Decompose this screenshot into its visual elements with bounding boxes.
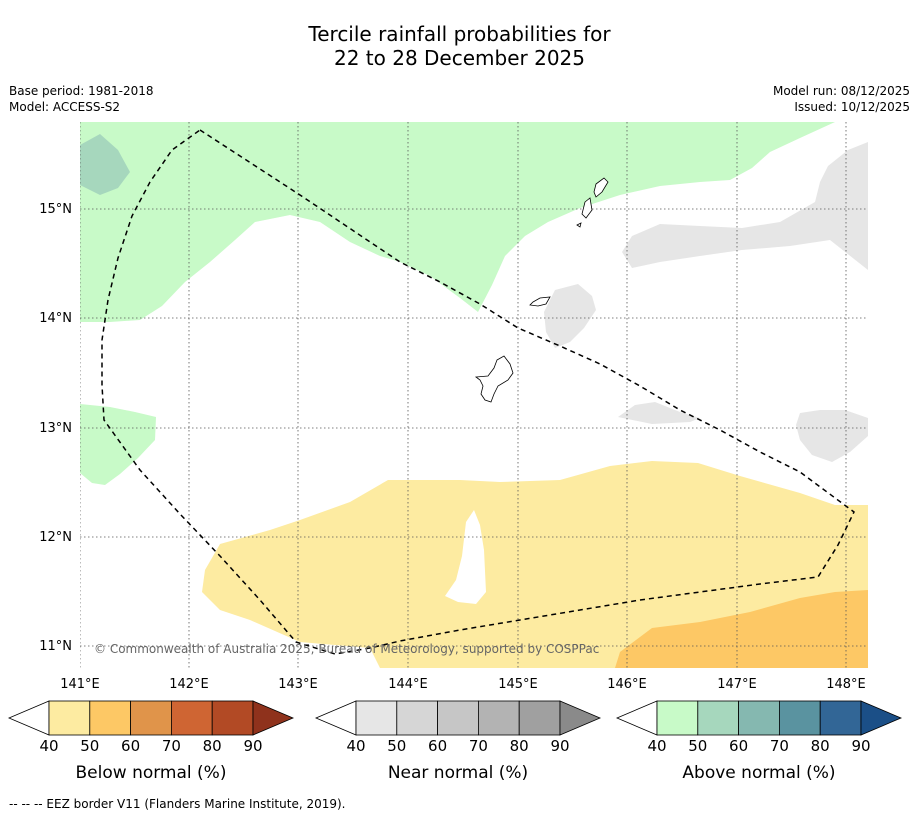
- legend-extend-low: [7, 700, 50, 736]
- lon-label: 143°E: [278, 677, 318, 692]
- base-period: Base period: 1981-2018: [9, 84, 154, 98]
- latitude-labels: 15°N 14°N 13°N 12°N 11°N: [39, 202, 72, 654]
- legend-extend-high: [559, 700, 602, 736]
- legend-tick-label: 50: [80, 737, 99, 755]
- legend-caption: Above normal (%): [682, 763, 835, 783]
- islands: [474, 177, 609, 403]
- legend-tick-label: 40: [39, 737, 58, 755]
- legend-color-box: [170, 700, 213, 736]
- legend-color-box: [738, 700, 780, 736]
- legend-tick-label: 90: [243, 737, 262, 755]
- above-normal-region-west: [80, 404, 156, 485]
- copyright-text: © Commonwealth of Australia 2025, Bureau…: [94, 642, 599, 656]
- legend-extend-low: [314, 700, 357, 736]
- near-normal-region-ne: [622, 142, 868, 270]
- legend-tick-label: 90: [851, 737, 870, 755]
- above-normal-region-north: [80, 122, 835, 322]
- lat-label: 15°N: [39, 202, 72, 217]
- legend-tick-label: 80: [203, 737, 222, 755]
- below-normal-patch-50: [615, 590, 868, 668]
- legend-color-box: [656, 700, 699, 736]
- lon-label: 144°E: [388, 677, 428, 692]
- lon-label: 148°E: [826, 677, 866, 692]
- legend-tick-label: 40: [647, 737, 666, 755]
- eez-footnote: -- -- -- EEZ border V11 (Flanders Marine…: [9, 797, 346, 811]
- model-run: Model run: 08/12/2025: [772, 84, 910, 98]
- lat-label: 11°N: [39, 639, 72, 654]
- lon-label: 141°E: [60, 677, 100, 692]
- above-normal-patch-50: [80, 134, 130, 195]
- lat-label: 12°N: [39, 530, 72, 545]
- legend-color-box: [89, 700, 132, 736]
- legend-tick-label: 50: [387, 737, 406, 755]
- legend-color-box: [477, 700, 520, 736]
- legend-color-box: [48, 700, 91, 736]
- legend-tick-label: 70: [469, 737, 488, 755]
- rota-island: [529, 296, 551, 307]
- lat-label: 13°N: [39, 421, 72, 436]
- legend-tick-label: 60: [729, 737, 748, 755]
- below-normal-region: [202, 461, 868, 668]
- legend-tick-label: 60: [121, 737, 140, 755]
- legend-color-box: [819, 700, 862, 736]
- legend-tick-label: 80: [510, 737, 529, 755]
- tinian-island: [581, 197, 593, 219]
- title-line-1: Tercile rainfall probabilities for: [308, 22, 611, 46]
- lon-label: 147°E: [717, 677, 757, 692]
- issued-date: Issued: 10/12/2025: [794, 100, 910, 114]
- legend-tick-label: 90: [550, 737, 569, 755]
- legend-color-box: [211, 700, 254, 736]
- title-line-2: 22 to 28 December 2025: [333, 46, 585, 70]
- lon-label: 142°E: [169, 677, 209, 692]
- legend-near-normal: 40 50 60 70 80 90 Near normal (%): [314, 700, 602, 783]
- legend-tick-label: 70: [770, 737, 789, 755]
- guam-island: [474, 355, 514, 403]
- legend-tick-label: 50: [688, 737, 707, 755]
- legend-caption: Below normal (%): [76, 763, 227, 783]
- near-normal-region-east: [796, 410, 868, 462]
- legend-color-box: [697, 700, 739, 736]
- near-normal-region-center: [544, 284, 596, 348]
- aguijan-island: [576, 222, 582, 228]
- legend-color-box: [779, 700, 821, 736]
- legend-color-box: [355, 700, 398, 736]
- legend-extend-low: [615, 700, 658, 736]
- map-area: © Commonwealth of Australia 2025, Bureau…: [80, 122, 868, 668]
- legend-tick-label: 40: [346, 737, 365, 755]
- lon-label: 146°E: [607, 677, 647, 692]
- saipan-island: [593, 177, 609, 198]
- legend-color-box: [396, 700, 438, 736]
- legend-extend-high: [860, 700, 903, 736]
- legend-color-box: [130, 700, 172, 736]
- lat-label: 14°N: [39, 311, 72, 326]
- legend-caption: Near normal (%): [388, 763, 528, 783]
- lon-label: 145°E: [498, 677, 538, 692]
- legend-above-normal: 40 50 60 70 80 90 Above normal (%): [615, 700, 903, 783]
- legend-color-box: [518, 700, 561, 736]
- legend-tick-label: 60: [428, 737, 447, 755]
- legend-tick-label: 70: [162, 737, 181, 755]
- legend-color-box: [437, 700, 479, 736]
- legend-below-normal: 40 50 60 70 80 90 Below normal (%): [7, 700, 295, 783]
- model-name: Model: ACCESS-S2: [9, 100, 121, 114]
- near-normal-region-mid: [618, 402, 700, 424]
- longitude-labels: 141°E 142°E 143°E 144°E 145°E 146°E 147°…: [60, 677, 866, 692]
- legend-tick-label: 80: [811, 737, 830, 755]
- gridlines: [80, 122, 868, 668]
- legend-extend-high: [252, 700, 295, 736]
- eez-border: [101, 129, 855, 655]
